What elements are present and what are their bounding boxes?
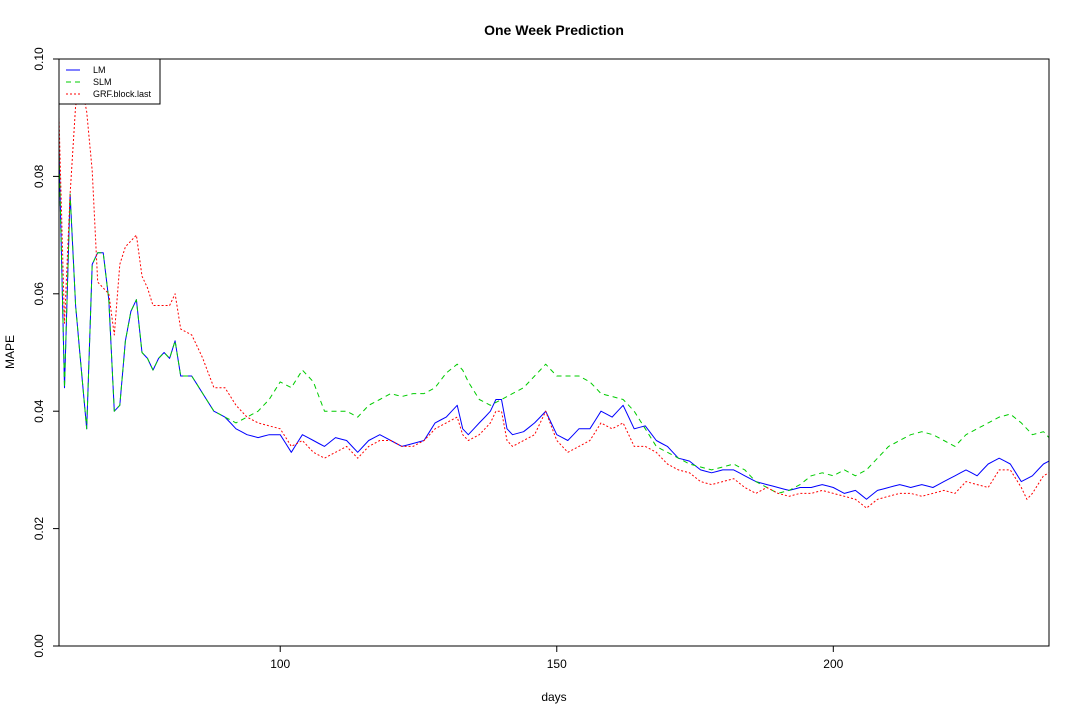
y-axis-label: MAPE [3,335,17,369]
legend-label-slm: SLM [93,77,112,87]
y-tick-label-0.06: 0.06 [32,282,46,306]
legend-label-grf-block-last: GRF.block.last [93,89,152,99]
x-tick-label-150: 150 [547,657,567,671]
series-line-lm [58,147,1050,500]
legend-label-lm: LM [93,65,106,75]
x-axis: 100 150 200 [270,646,844,671]
y-axis: 0.00 0.02 0.04 0.06 0.08 0.10 [32,47,59,658]
plot-frame [58,58,1050,647]
y-tick-label-0.00: 0.00 [32,634,46,658]
x-tick-label-100: 100 [270,657,290,671]
legend: LM SLM GRF.block.last [58,58,161,105]
y-tick-label-0.10: 0.10 [32,47,46,71]
x-axis-label: days [541,690,566,704]
y-tick-label-0.02: 0.02 [32,517,46,541]
y-tick-label-0.04: 0.04 [32,399,46,423]
series-layer [58,82,1050,509]
chart-title: One Week Prediction [484,22,624,38]
series-line-grf-block-last [58,82,1050,509]
x-tick-label-200: 200 [823,657,843,671]
series-line-slm [58,147,1050,494]
y-tick-label-0.08: 0.08 [32,164,46,188]
